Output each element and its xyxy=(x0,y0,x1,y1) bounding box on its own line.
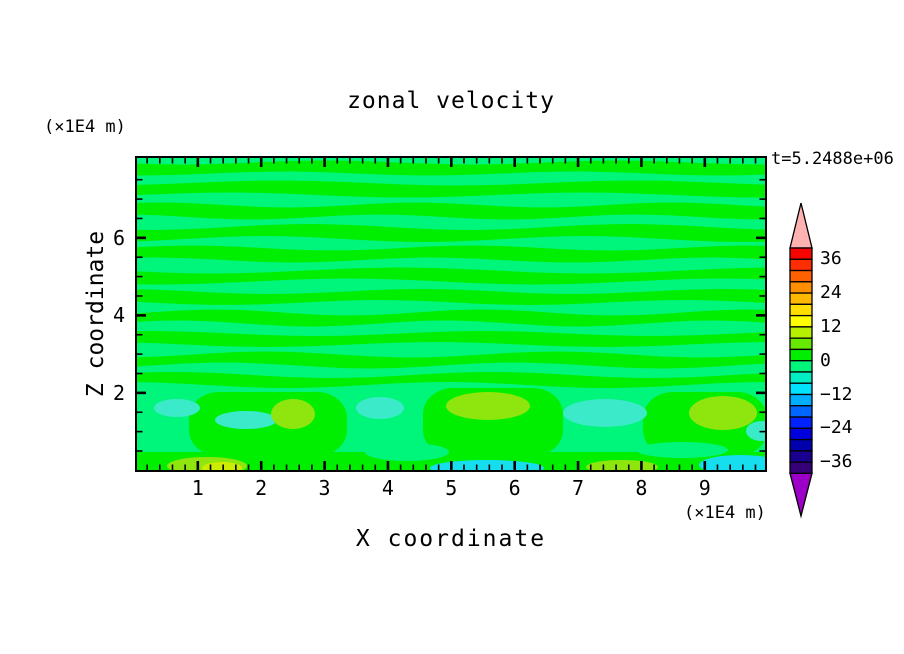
colorbar-label: −12 xyxy=(820,384,853,405)
colorbar-label: −24 xyxy=(820,417,853,438)
x-tick-label: 8 xyxy=(635,476,648,500)
x-axis-units-label: (×1E4 m) xyxy=(684,503,766,523)
colorbar-label: 36 xyxy=(820,248,842,269)
plot-area xyxy=(135,156,767,472)
x-tick-label: 9 xyxy=(698,476,711,500)
colorbar-label: 0 xyxy=(820,350,831,371)
x-tick-label: 2 xyxy=(255,476,268,500)
x-tick-label: 3 xyxy=(318,476,331,500)
contour-field xyxy=(137,158,765,470)
colorbar xyxy=(789,202,813,519)
chart-title: zonal velocity xyxy=(347,88,555,114)
x-tick-label: 7 xyxy=(572,476,585,500)
colorbar-label: 24 xyxy=(820,282,842,303)
x-tick-label: 4 xyxy=(381,476,394,500)
time-annotation: t=5.2488e+06 xyxy=(771,149,894,169)
x-axis-label: X coordinate xyxy=(355,526,547,552)
y-axis-units-label: (×1E4 m) xyxy=(44,117,126,137)
y-tick-label: 6 xyxy=(112,225,125,250)
colorbar-label: −36 xyxy=(820,451,853,472)
x-tick-label: 1 xyxy=(191,476,204,500)
x-tick-label: 5 xyxy=(445,476,458,500)
x-tick-label: 6 xyxy=(508,476,521,500)
y-tick-label: 2 xyxy=(112,380,125,405)
colorbar-label: 12 xyxy=(820,316,842,337)
y-tick-label: 4 xyxy=(112,303,125,328)
